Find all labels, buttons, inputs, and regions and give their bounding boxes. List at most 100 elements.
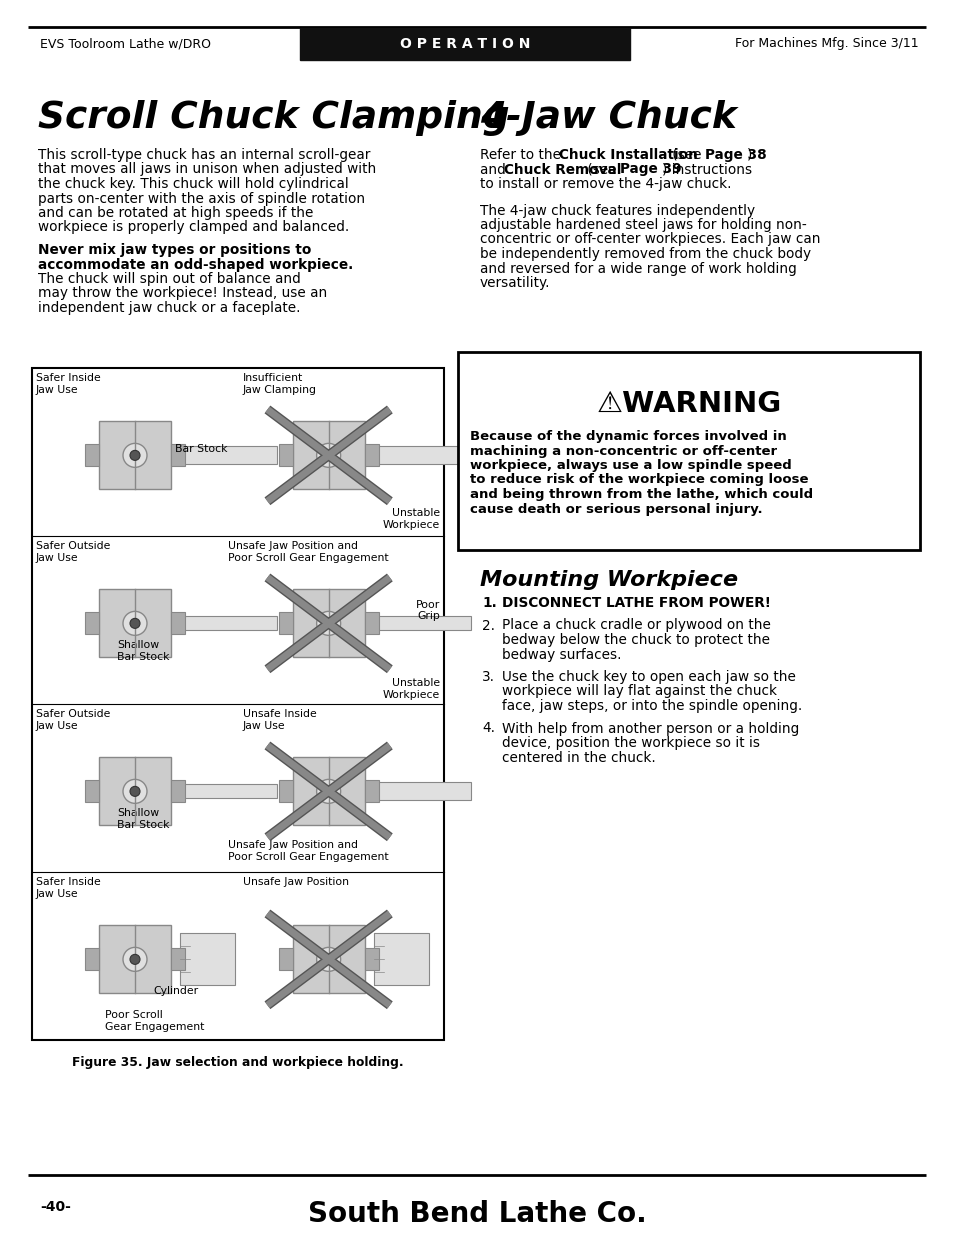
Text: The 4-jaw chuck features independently: The 4-jaw chuck features independently: [479, 204, 755, 217]
Bar: [171, 781, 185, 803]
Bar: [457, 352, 919, 550]
Text: may throw the workpiece! Instead, use an: may throw the workpiece! Instead, use an: [38, 287, 327, 300]
Bar: [278, 948, 293, 971]
Circle shape: [123, 779, 147, 803]
Text: centered in the chuck.: centered in the chuck.: [501, 751, 655, 764]
Bar: [364, 781, 378, 803]
Text: Refer to the: Refer to the: [479, 148, 565, 162]
Bar: [99, 925, 171, 993]
Text: This scroll-type chuck has an internal scroll-gear: This scroll-type chuck has an internal s…: [38, 148, 370, 162]
Bar: [180, 934, 234, 986]
Bar: [85, 948, 99, 971]
Text: Chuck Installation: Chuck Installation: [558, 148, 698, 162]
Bar: [171, 613, 185, 635]
Bar: [182, 616, 276, 630]
Text: Unsafe Jaw Position and
Poor Scroll Gear Engagement: Unsafe Jaw Position and Poor Scroll Gear…: [228, 840, 388, 862]
Text: ) instructions: ) instructions: [661, 163, 752, 177]
Text: O P E R A T I O N: O P E R A T I O N: [399, 37, 530, 51]
Circle shape: [323, 955, 334, 965]
Text: Poor Scroll
Gear Engagement: Poor Scroll Gear Engagement: [105, 1010, 204, 1031]
Text: 3.: 3.: [481, 671, 495, 684]
Text: Cylinder: Cylinder: [152, 987, 198, 997]
Bar: [99, 589, 171, 657]
Text: (see: (see: [582, 163, 620, 177]
Text: Unsafe Jaw Position and
Poor Scroll Gear Engagement: Unsafe Jaw Position and Poor Scroll Gear…: [228, 541, 388, 563]
Text: and: and: [479, 163, 510, 177]
Text: For Machines Mfg. Since 3/11: For Machines Mfg. Since 3/11: [735, 37, 918, 51]
Text: Page 39: Page 39: [619, 163, 680, 177]
Bar: [375, 446, 470, 464]
Text: parts on-center with the axis of spindle rotation: parts on-center with the axis of spindle…: [38, 191, 365, 205]
Text: workpiece, always use a low spindle speed: workpiece, always use a low spindle spee…: [470, 459, 791, 472]
Text: -40-: -40-: [40, 1200, 71, 1214]
Circle shape: [323, 619, 334, 629]
Text: be independently removed from the chuck body: be independently removed from the chuck …: [479, 247, 810, 261]
Bar: [364, 445, 378, 467]
Text: device, position the workpiece so it is: device, position the workpiece so it is: [501, 736, 760, 750]
Circle shape: [130, 955, 140, 965]
Text: 2.: 2.: [481, 619, 495, 632]
Bar: [375, 616, 470, 630]
Text: Shallow
Bar Stock: Shallow Bar Stock: [117, 808, 170, 830]
Text: workpiece will lay flat against the chuck: workpiece will lay flat against the chuc…: [501, 684, 776, 699]
Circle shape: [123, 443, 147, 467]
Text: EVS Toolroom Lathe w/DRO: EVS Toolroom Lathe w/DRO: [40, 37, 211, 51]
Text: 4.: 4.: [481, 721, 495, 736]
Bar: [278, 613, 293, 635]
Text: The chuck will spin out of balance and: The chuck will spin out of balance and: [38, 272, 300, 287]
Bar: [85, 445, 99, 467]
Text: Page 38: Page 38: [704, 148, 766, 162]
Bar: [293, 925, 364, 993]
Text: Safer Inside
Jaw Use: Safer Inside Jaw Use: [36, 373, 101, 395]
Text: independent jaw chuck or a faceplate.: independent jaw chuck or a faceplate.: [38, 301, 300, 315]
Bar: [171, 445, 185, 467]
Text: bedway surfaces.: bedway surfaces.: [501, 647, 620, 662]
Bar: [99, 421, 171, 489]
Text: workpiece is properly clamped and balanced.: workpiece is properly clamped and balanc…: [38, 221, 349, 235]
Bar: [85, 781, 99, 803]
Text: Figure 35. Jaw selection and workpiece holding.: Figure 35. Jaw selection and workpiece h…: [72, 1056, 403, 1070]
Text: Scroll Chuck Clamping: Scroll Chuck Clamping: [38, 100, 509, 136]
Text: cause death or serious personal injury.: cause death or serious personal injury.: [470, 503, 761, 515]
Text: Unstable
Workpiece: Unstable Workpiece: [382, 678, 439, 699]
Circle shape: [316, 611, 340, 635]
Text: South Bend Lathe Co.: South Bend Lathe Co.: [307, 1200, 646, 1228]
Text: versatility.: versatility.: [479, 275, 550, 290]
Text: and being thrown from the lathe, which could: and being thrown from the lathe, which c…: [470, 488, 812, 501]
Text: Mounting Workpiece: Mounting Workpiece: [479, 571, 738, 590]
Text: Bar Stock: Bar Stock: [174, 443, 227, 453]
Text: Insufficient
Jaw Clamping: Insufficient Jaw Clamping: [243, 373, 316, 395]
Text: bedway below the chuck to protect the: bedway below the chuck to protect the: [501, 634, 769, 647]
Text: 1.: 1.: [481, 597, 497, 610]
Bar: [299, 28, 629, 61]
Text: and can be rotated at high speeds if the: and can be rotated at high speeds if the: [38, 206, 313, 220]
Circle shape: [316, 947, 340, 972]
Text: 4-Jaw Chuck: 4-Jaw Chuck: [479, 100, 736, 136]
Text: ⚠WARNING: ⚠WARNING: [596, 390, 781, 417]
Circle shape: [123, 611, 147, 635]
Bar: [364, 948, 378, 971]
Text: (see: (see: [668, 148, 705, 162]
Circle shape: [130, 619, 140, 629]
Text: Unsafe Inside
Jaw Use: Unsafe Inside Jaw Use: [243, 709, 316, 731]
Bar: [293, 589, 364, 657]
Text: face, jaw steps, or into the spindle opening.: face, jaw steps, or into the spindle ope…: [501, 699, 801, 713]
Circle shape: [130, 451, 140, 461]
Text: Unstable
Workpiece: Unstable Workpiece: [382, 508, 439, 530]
Circle shape: [123, 947, 147, 972]
Bar: [85, 613, 99, 635]
Circle shape: [316, 779, 340, 803]
Circle shape: [323, 451, 334, 461]
Text: Use the chuck key to open each jaw so the: Use the chuck key to open each jaw so th…: [501, 671, 795, 684]
Bar: [293, 421, 364, 489]
Text: Safer Inside
Jaw Use: Safer Inside Jaw Use: [36, 877, 101, 899]
Text: DISCONNECT LATHE FROM POWER!: DISCONNECT LATHE FROM POWER!: [501, 597, 770, 610]
Bar: [32, 368, 443, 1040]
Text: With help from another person or a holding: With help from another person or a holdi…: [501, 721, 799, 736]
Text: Shallow
Bar Stock: Shallow Bar Stock: [117, 640, 170, 662]
Bar: [278, 781, 293, 803]
Circle shape: [316, 443, 340, 467]
Bar: [374, 934, 428, 986]
Text: Chuck Removal: Chuck Removal: [504, 163, 621, 177]
Bar: [171, 948, 185, 971]
